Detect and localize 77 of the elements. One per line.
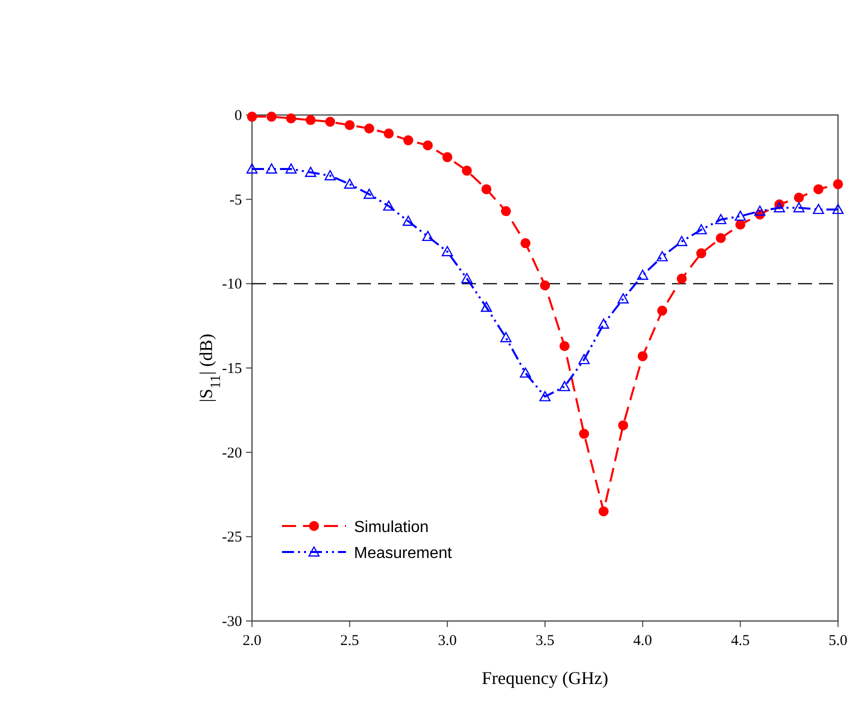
point [364, 123, 374, 134]
point [402, 216, 414, 226]
y-tick-label: -5 [230, 192, 242, 208]
point [793, 202, 805, 212]
point [734, 210, 746, 221]
point [306, 115, 316, 126]
y-tick-label: -30 [222, 614, 242, 630]
point [696, 248, 706, 258]
point [833, 179, 843, 190]
point [676, 236, 688, 246]
legend-label: Simulation [354, 519, 429, 536]
x-tick-label: 4.5 [730, 633, 750, 649]
point [715, 214, 726, 224]
point [735, 220, 746, 230]
y-tick-label: 0 [234, 108, 242, 124]
x-tick-label: 2.5 [340, 633, 360, 649]
point [285, 163, 297, 174]
x-tick-label: 4.0 [633, 633, 652, 649]
point [539, 391, 551, 402]
point [657, 306, 668, 316]
point [598, 506, 609, 516]
point [305, 166, 316, 177]
point [384, 128, 394, 139]
point [520, 367, 532, 378]
point [618, 293, 629, 304]
y-tick-label: -10 [222, 276, 242, 293]
point [794, 192, 804, 203]
point [558, 380, 570, 392]
point [656, 251, 668, 262]
x-axis-title: Frequency (GHz) [482, 668, 608, 688]
point [247, 112, 257, 122]
point [696, 224, 707, 234]
point [481, 184, 492, 194]
point [716, 233, 726, 244]
point [246, 163, 258, 174]
point [403, 135, 414, 146]
point [540, 280, 550, 290]
point [500, 206, 511, 216]
point [560, 341, 570, 352]
legend-label: Measurement [354, 545, 452, 562]
point [520, 238, 530, 248]
point [286, 113, 296, 124]
point [618, 420, 628, 430]
y-tick-label: -20 [222, 445, 242, 462]
point [383, 200, 394, 211]
y-tick-label: -15 [222, 361, 242, 377]
point [461, 273, 472, 284]
point [266, 112, 277, 122]
point [813, 184, 824, 194]
point [579, 428, 590, 439]
point [638, 351, 648, 362]
point [442, 152, 452, 162]
point [344, 120, 355, 130]
point [598, 318, 610, 329]
point [344, 178, 356, 189]
point [774, 202, 785, 212]
point [754, 206, 766, 216]
point [266, 163, 278, 174]
point [812, 204, 824, 214]
x-tick-label: 3.5 [536, 633, 554, 649]
point [637, 270, 648, 280]
point [364, 188, 375, 199]
point [480, 302, 492, 312]
y-tick-label: -25 [222, 530, 242, 546]
x-tick-label: 2.0 [242, 633, 262, 649]
point [500, 332, 512, 342]
point [442, 246, 453, 256]
point [676, 274, 687, 284]
point [422, 140, 433, 150]
x-tick-label: 3.0 [438, 633, 457, 649]
point [324, 170, 336, 180]
point [578, 354, 590, 364]
point [832, 204, 844, 214]
point [422, 230, 434, 242]
point [462, 166, 472, 176]
x-tick-label: 5.0 [828, 633, 848, 649]
point [325, 116, 336, 127]
